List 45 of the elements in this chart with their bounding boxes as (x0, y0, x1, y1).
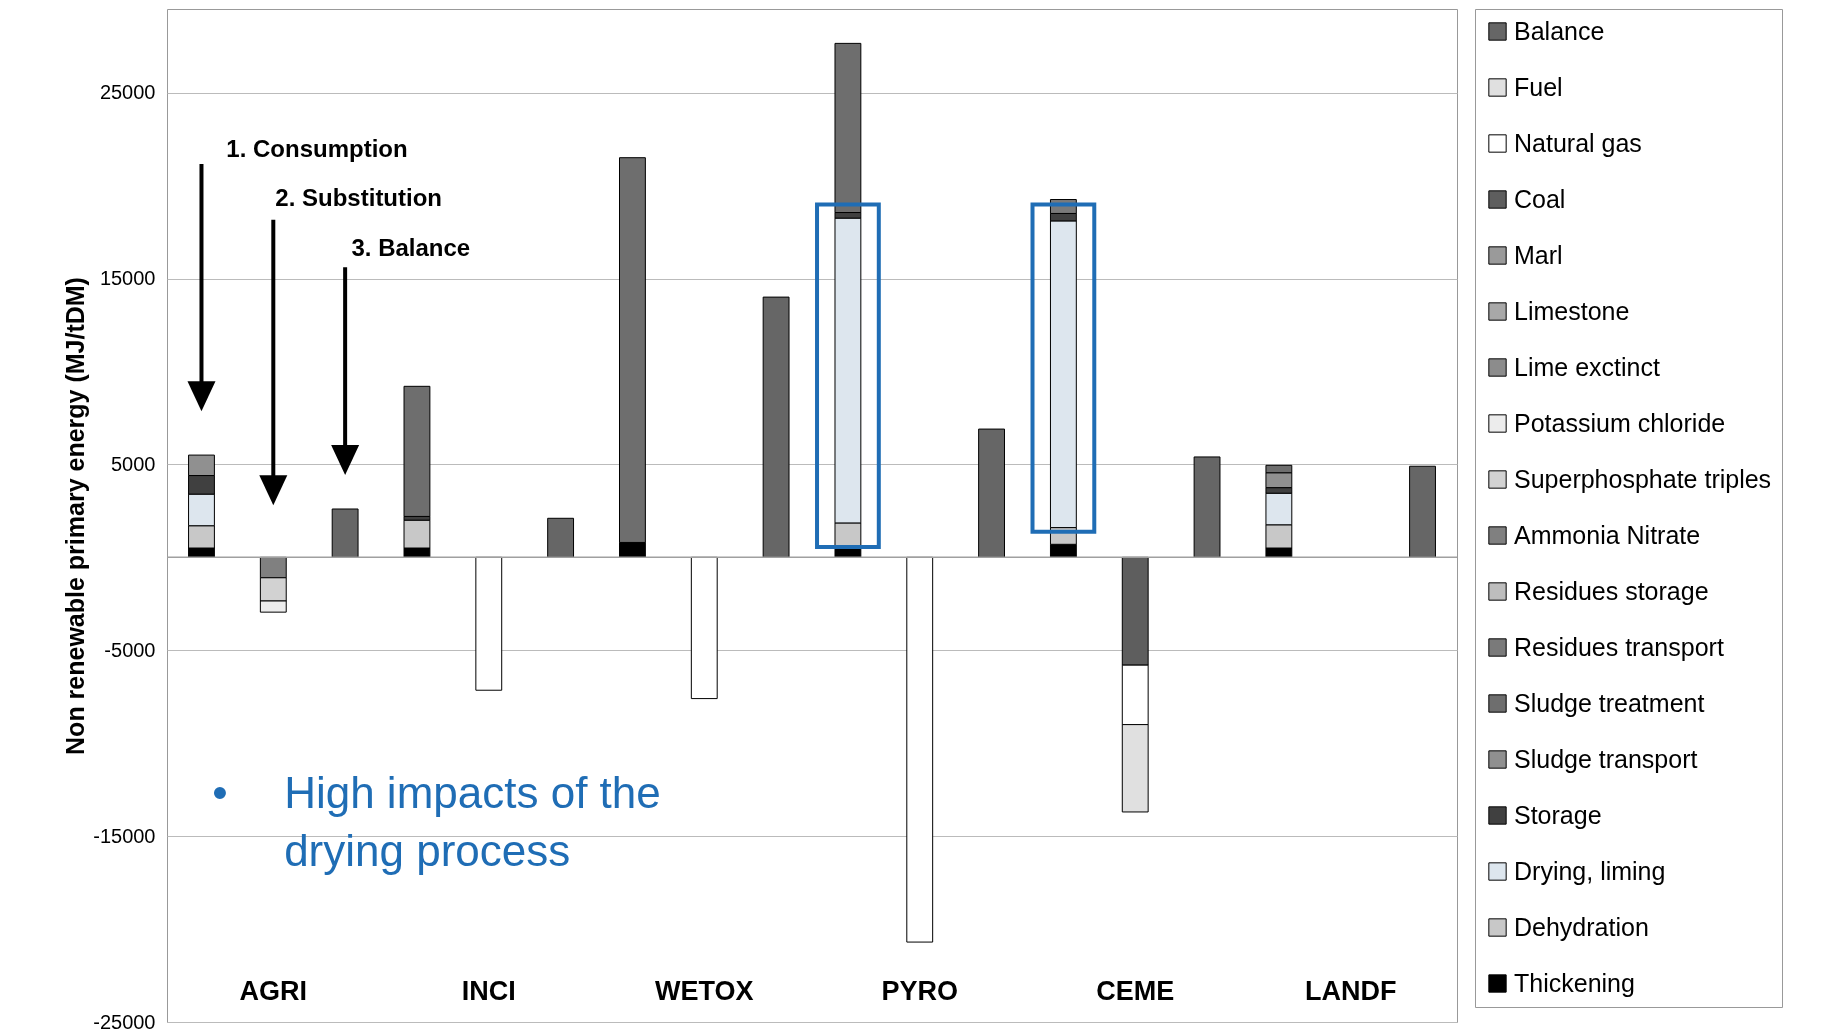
y-tick-label: -25000 (93, 1010, 156, 1033)
legend-label: Lime exctinct (1514, 352, 1660, 381)
legend-label: Sludge treatment (1514, 688, 1705, 717)
legend-label: Fuel (1514, 72, 1563, 101)
legend-label: Residues storage (1514, 576, 1709, 605)
legend-label: Thickening (1514, 968, 1635, 997)
bar (906, 556, 934, 943)
y-tick-label: -5000 (104, 638, 156, 661)
legend-label: Marl (1514, 240, 1563, 269)
bar (1193, 456, 1221, 558)
x-tick-label: AGRI (239, 975, 308, 1006)
legend-label: Superphosphate triples (1514, 464, 1772, 493)
bar (690, 556, 718, 700)
x-tick-label: INCI (461, 975, 516, 1006)
legend-label: Storage (1514, 800, 1602, 829)
y-tick-label: -15000 (93, 824, 156, 847)
bar (403, 385, 431, 517)
legend-label: Limestone (1514, 296, 1630, 325)
legend-label: Residues transport (1514, 632, 1724, 661)
bar (762, 296, 790, 558)
bar (547, 517, 575, 558)
x-tick-label: WETOX (655, 975, 754, 1006)
bar (331, 508, 359, 558)
y-tick-label: 25000 (99, 81, 156, 104)
annotation: 3. Balance (351, 234, 471, 263)
legend-label: Balance (1514, 16, 1605, 45)
x-tick-label: LANDF (1304, 975, 1397, 1006)
legend-label: Sludge transport (1514, 744, 1698, 773)
legend-label: Dehydration (1514, 912, 1649, 941)
x-tick-label: PYRO (881, 975, 959, 1006)
legend-label: Ammonia Nitrate (1514, 520, 1701, 549)
legend-label: Coal (1514, 184, 1566, 213)
y-axis-title: Non renewable primary energy (MJ/tDM) (61, 277, 90, 755)
legend-label: Potassium chloride (1514, 408, 1726, 437)
bar (1409, 465, 1436, 558)
y-tick-label: 5000 (111, 452, 156, 475)
bar (978, 428, 1005, 558)
annotation: 1. Consumption (226, 134, 408, 163)
annotation: 2. Substitution (275, 184, 443, 213)
y-tick-label: 15000 (99, 267, 156, 290)
text: • High impacts of the drying process (212, 767, 661, 875)
legend-label: Natural gas (1514, 128, 1642, 157)
x-tick-label: CEME (1096, 975, 1175, 1006)
legend-label: Drying, liming (1514, 856, 1666, 885)
bar (475, 556, 503, 691)
